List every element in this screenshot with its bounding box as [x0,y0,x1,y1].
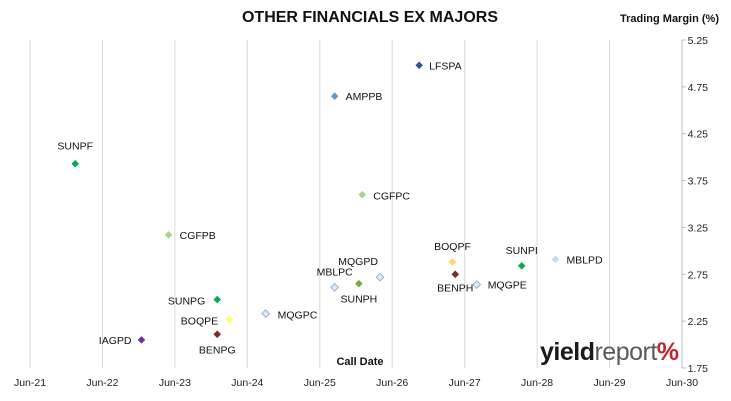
point-mqgpc [261,309,271,319]
brand-percent-symbol: % [656,338,679,366]
point-mqgpe [472,280,482,290]
label-mqgpd: MQGPD [338,256,378,268]
y-axis-title: Trading Margin (%) [620,13,719,25]
x-tick-label: Jun-25 [304,377,336,389]
label-benph: BENPH [437,282,473,294]
point-cgfpb [164,231,173,239]
chart-title: OTHER FINANCIALS EX MAJORS [241,9,498,26]
point-mqgpd [375,272,385,282]
x-tick-label: Jun-21 [14,377,46,389]
point-benph [451,270,460,279]
y-tick-labels: 1.75 2.25 2.75 3.25 3.75 4.25 4.75 5.25 [688,35,709,375]
x-tick-label: Jun-28 [521,377,553,389]
point-lfspa [415,61,423,70]
label-amppb: AMPPB [346,91,383,103]
brand-word-yield: yield [540,338,595,366]
point-mblpc [330,282,340,292]
label-mblpc: MBLPC [317,266,354,278]
point-sunpg [213,295,222,304]
label-mblpd: MBLPD [566,254,603,266]
point-amppb [330,92,339,101]
label-sunph: SUNPH [340,294,377,306]
point-iagpd [137,336,146,344]
x-tick-label: Jun-29 [594,377,626,389]
label-cgfpb: CGFPB [180,230,216,242]
label-mqgpe: MQGPE [488,280,527,292]
point-boqpe [225,315,233,324]
point-boqpf [448,258,457,266]
x-tick-labels: Jun-21 Jun-22 Jun-23 Jun-24 Jun-25 Jun-26 Jun-… [14,377,698,389]
point-benpg [213,330,222,339]
label-cgfpc: CGFPC [373,191,410,203]
point-sunpf [71,159,80,168]
data-labels: LFSPA AMPPB SUNPF CGFPC CGFPB BOQPF SUNPI MBLPD… [57,60,603,356]
label-mqgpc: MQGPC [278,310,318,322]
grid-layer [29,39,686,369]
x-tick-label: Jun-27 [449,377,481,389]
y-tick-label: 4.75 [688,82,709,94]
label-iagpd: IAGPD [99,335,132,347]
label-boqpf: BOQPF [434,241,471,253]
x-tick-label: Jun-24 [231,377,263,389]
point-cgfpc [358,190,367,199]
brand-logo: yieldreport% [540,338,679,367]
point-sunpi [517,262,526,270]
label-sunpf: SUNPF [57,141,93,153]
label-benpg: BENPG [199,344,236,356]
label-sunpg: SUNPG [168,296,205,308]
label-sunpi: SUNPI [506,245,538,257]
y-tick-label: 5.25 [688,35,709,47]
brand-word-report: report [594,338,657,366]
x-tick-label: Jun-23 [159,377,191,389]
data-points [71,61,560,344]
x-tick-label: Jun-26 [376,377,408,389]
y-tick-label: 3.75 [688,176,709,188]
point-mblpd [551,255,560,264]
x-tick-label: Jun-30 [666,377,698,389]
label-boqpe: BOQPE [181,315,218,327]
y-tick-label: 1.75 [688,363,709,375]
y-tick-label: 4.25 [688,129,709,141]
point-sunph [355,279,363,288]
x-tick-label: Jun-22 [86,377,118,389]
label-lfspa: LFSPA [429,60,461,72]
y-tick-label: 2.25 [688,316,709,328]
x-axis-title: Call Date [336,356,384,368]
y-tick-label: 2.75 [688,269,709,281]
y-tick-label: 3.25 [688,222,709,234]
